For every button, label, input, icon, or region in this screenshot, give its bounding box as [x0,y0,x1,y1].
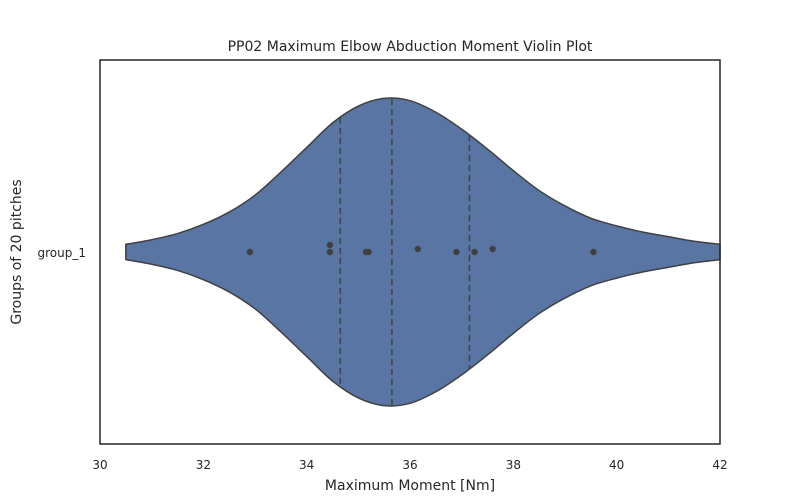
x-tick-label: 42 [712,458,727,472]
data-point [365,248,372,256]
chart-title: PP02 Maximum Elbow Abduction Moment Viol… [228,39,593,55]
x-tick-label: 30 [92,458,107,472]
x-tick-label: 34 [299,458,314,472]
x-tick-label: 40 [609,458,624,472]
y-axis-label: Groups of 20 pitches [9,179,25,324]
data-point [414,245,421,253]
violin-body [125,97,721,407]
y-category-label: group_1 [38,246,87,260]
x-tick-label: 32 [196,458,211,472]
data-point [471,248,478,256]
data-point [326,248,334,256]
data-point [246,248,254,256]
data-point [453,248,460,256]
x-tick-label: 36 [402,458,417,472]
x-tick-label: 38 [506,458,521,472]
violin-layer [125,97,721,407]
data-point [489,245,496,253]
x-tick-labels: 30 32 34 36 38 40 42 [92,458,727,472]
data-point [326,241,334,249]
y-category-labels: group_1 [38,246,87,260]
data-point [590,248,597,256]
x-axis-label: Maximum Moment [Nm] [325,478,495,494]
plot-frame [99,59,721,445]
